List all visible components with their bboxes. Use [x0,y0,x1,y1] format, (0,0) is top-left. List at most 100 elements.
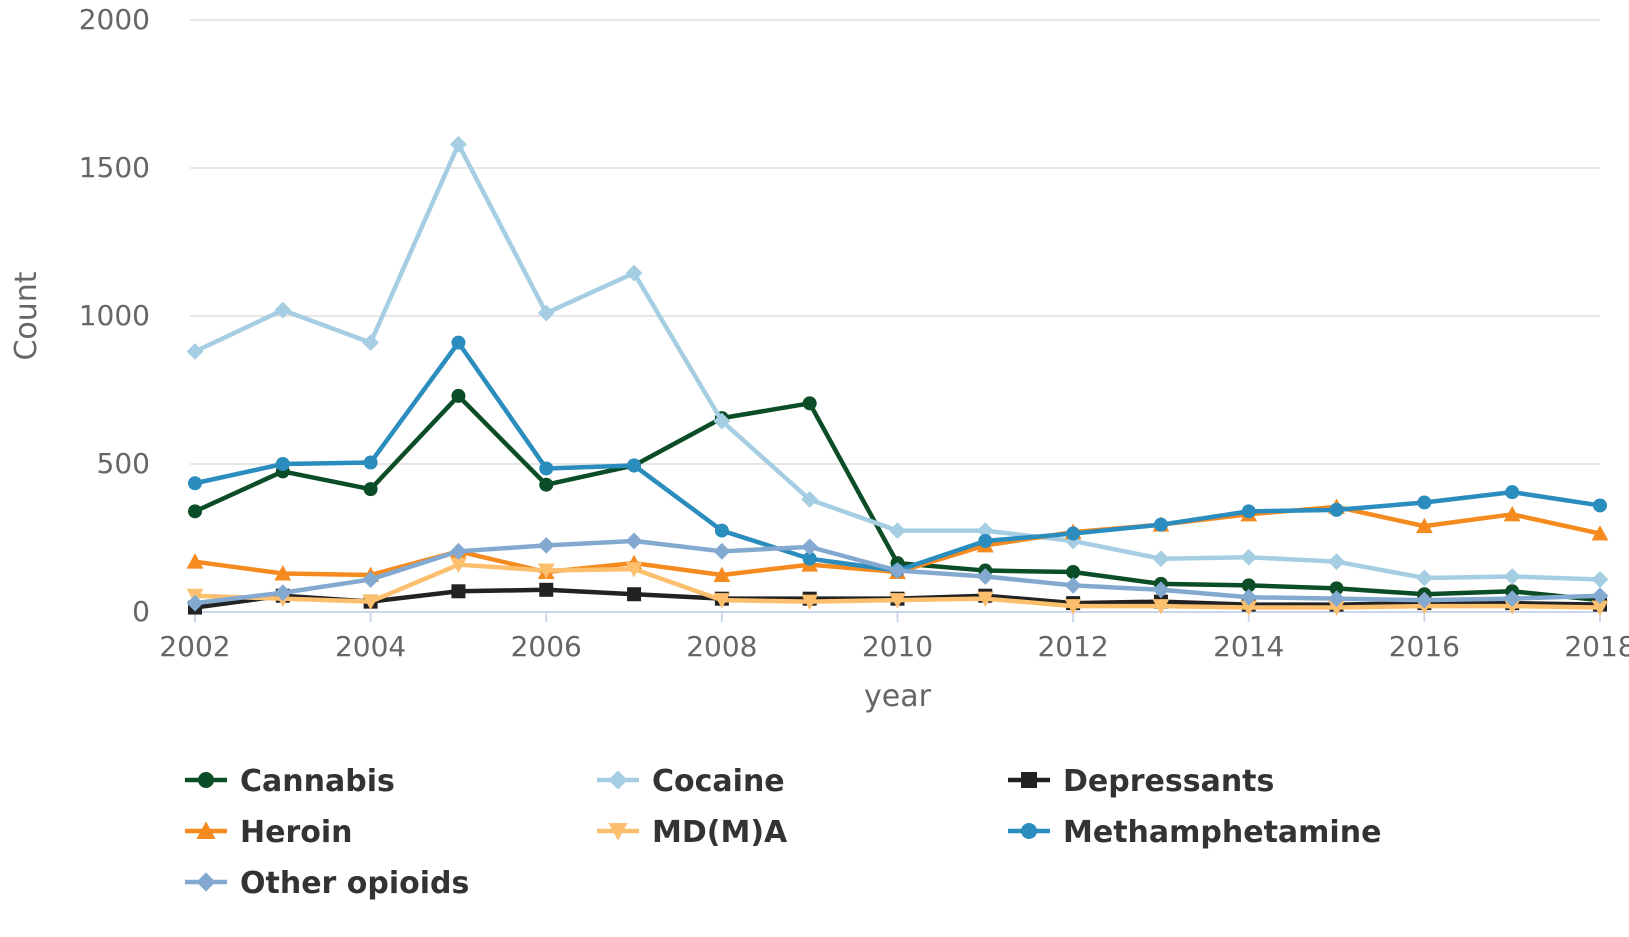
axis-layer: 0 500 1000 1500 2000 2002 2004 2006 2008 2010 2012… [9,3,1629,714]
data-point-md-m-a [1240,600,1258,616]
data-point-cocaine [1503,568,1521,585]
data-point-cocaine [362,334,380,352]
legend-label: Methamphetamine [1063,815,1381,850]
x-tick-label: 2018 [1564,630,1629,663]
y-tick-label: 1500 [79,151,150,184]
data-point-cannabis [451,388,466,403]
data-point-cocaine [450,135,467,153]
legend-item-md-m-a[interactable]: MD(M)A [597,815,788,850]
series-md-m-a [186,557,1609,616]
legend-item-depressants[interactable]: Depressants [1008,764,1274,799]
data-point-cocaine [713,412,731,430]
data-point-other-opioids [889,562,906,579]
legend-label: MD(M)A [652,815,788,850]
data-point-other-opioids [713,542,731,560]
data-point-depressants [451,584,466,599]
data-point-methamphetamine [1593,498,1607,513]
series-layer [186,135,1609,616]
data-point-cocaine [274,301,292,319]
data-point-methamphetamine [1329,502,1344,517]
data-point-heroin [713,566,731,582]
data-point-methamphetamine [1241,504,1256,519]
legend-marker [1021,823,1037,839]
data-point-other-opioids [362,571,380,588]
data-point-cocaine [186,343,204,360]
x-tick-label: 2016 [1389,630,1460,663]
data-point-other-opioids [801,538,819,556]
data-point-heroin [1415,517,1433,534]
data-point-cocaine [537,304,555,322]
data-point-other-opioids [1328,590,1345,608]
data-point-methamphetamine [363,455,378,470]
data-point-methamphetamine [1417,495,1432,510]
data-point-md-m-a [889,593,906,609]
data-point-methamphetamine [451,335,466,350]
grid-layer [190,19,1600,465]
y-tick-label: 0 [132,595,150,628]
legend-label: Cannabis [240,764,395,799]
data-point-methamphetamine [1153,517,1168,532]
data-point-heroin [274,565,292,581]
data-point-cannabis [1241,578,1256,593]
data-point-cannabis [802,396,817,411]
data-point-md-m-a [362,594,380,611]
legend-marker [196,872,216,892]
data-point-methamphetamine [978,533,993,548]
y-tick-label: 2000 [79,3,150,36]
data-point-cocaine [625,264,643,282]
data-point-other-opioids [1240,588,1258,606]
data-point-other-opioids [1064,576,1082,594]
data-point-cocaine [1152,550,1170,568]
data-point-md-m-a [976,591,994,608]
data-point-cannabis [1329,581,1344,596]
legend-item-methamphetamine[interactable]: Methamphetamine [1008,815,1381,850]
legend-item-cannabis[interactable]: Cannabis [185,764,395,799]
x-tick-label: 2014 [1213,630,1284,663]
legend-item-heroin[interactable]: Heroin [185,815,353,850]
data-point-depressants [539,582,554,597]
data-point-heroin [186,553,204,569]
data-point-md-m-a [801,594,819,611]
legend-label: Depressants [1063,764,1274,799]
data-point-cannabis [363,482,378,497]
data-point-other-opioids [537,537,555,554]
legend-item-cocaine[interactable]: Cocaine [597,764,785,799]
legend-item-other-opioids[interactable]: Other opioids [185,866,469,901]
x-tick-label: 2010 [862,630,933,663]
series-other-opioids [186,532,1609,612]
x-tick-label: 2004 [335,630,406,663]
data-point-other-opioids [1152,581,1170,599]
legend-layer: Cannabis Cocaine Depressants Heroin MD(M)A Me… [185,764,1381,901]
legend-marker [608,770,628,790]
x-tick-label: 2008 [686,630,757,663]
data-point-cocaine [1591,571,1609,588]
data-point-other-opioids [186,594,204,612]
data-point-md-m-a [1591,600,1609,616]
data-point-other-opioids [1591,587,1609,605]
data-point-methamphetamine [1066,526,1081,541]
data-point-md-m-a [1152,599,1170,615]
y-tick-label: 500 [97,447,150,480]
x-tick-label: 2006 [511,630,582,663]
series-cocaine [186,135,1609,588]
data-point-cocaine [976,522,994,539]
legend-label: Other opioids [240,866,469,901]
data-point-other-opioids [450,542,467,560]
legend-marker [1021,772,1037,788]
data-point-methamphetamine [188,476,202,491]
series-line-cocaine [192,142,1603,582]
data-point-cannabis [1066,565,1081,580]
legend-marker [608,823,628,841]
data-point-md-m-a [1064,599,1082,615]
legend-marker [196,821,216,839]
data-point-md-m-a [537,563,555,579]
data-point-other-opioids [274,584,292,602]
data-point-methamphetamine [714,523,729,538]
x-axis-title: year [864,679,932,714]
legend-label: Cocaine [652,764,785,799]
data-point-md-m-a [713,593,731,609]
data-point-other-opioids [1415,591,1433,609]
data-point-methamphetamine [539,461,554,476]
